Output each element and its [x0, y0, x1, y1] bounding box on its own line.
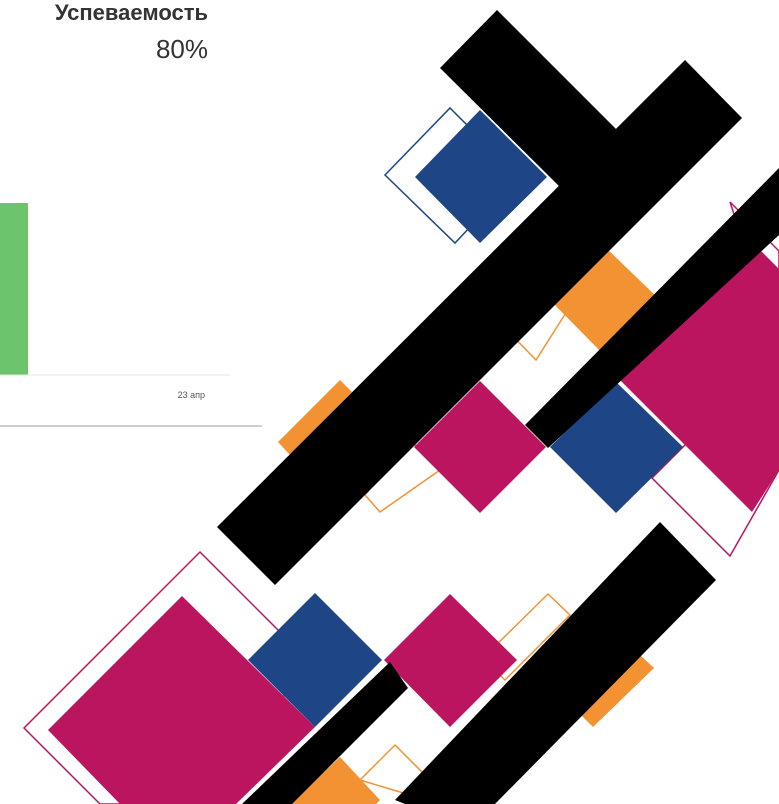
chart-fragment: Успеваемость 80% 23 апр: [0, 0, 262, 426]
bar: [0, 203, 28, 375]
x-label: 23 апр: [178, 390, 205, 400]
title: Успеваемость: [55, 0, 208, 25]
decoration: [24, 10, 779, 804]
page: Успеваемость 80% 23 апр (() => { const d…: [0, 0, 779, 804]
slide: Успеваемость 80% 23 апр: [0, 0, 779, 804]
score: 80%: [156, 34, 208, 64]
